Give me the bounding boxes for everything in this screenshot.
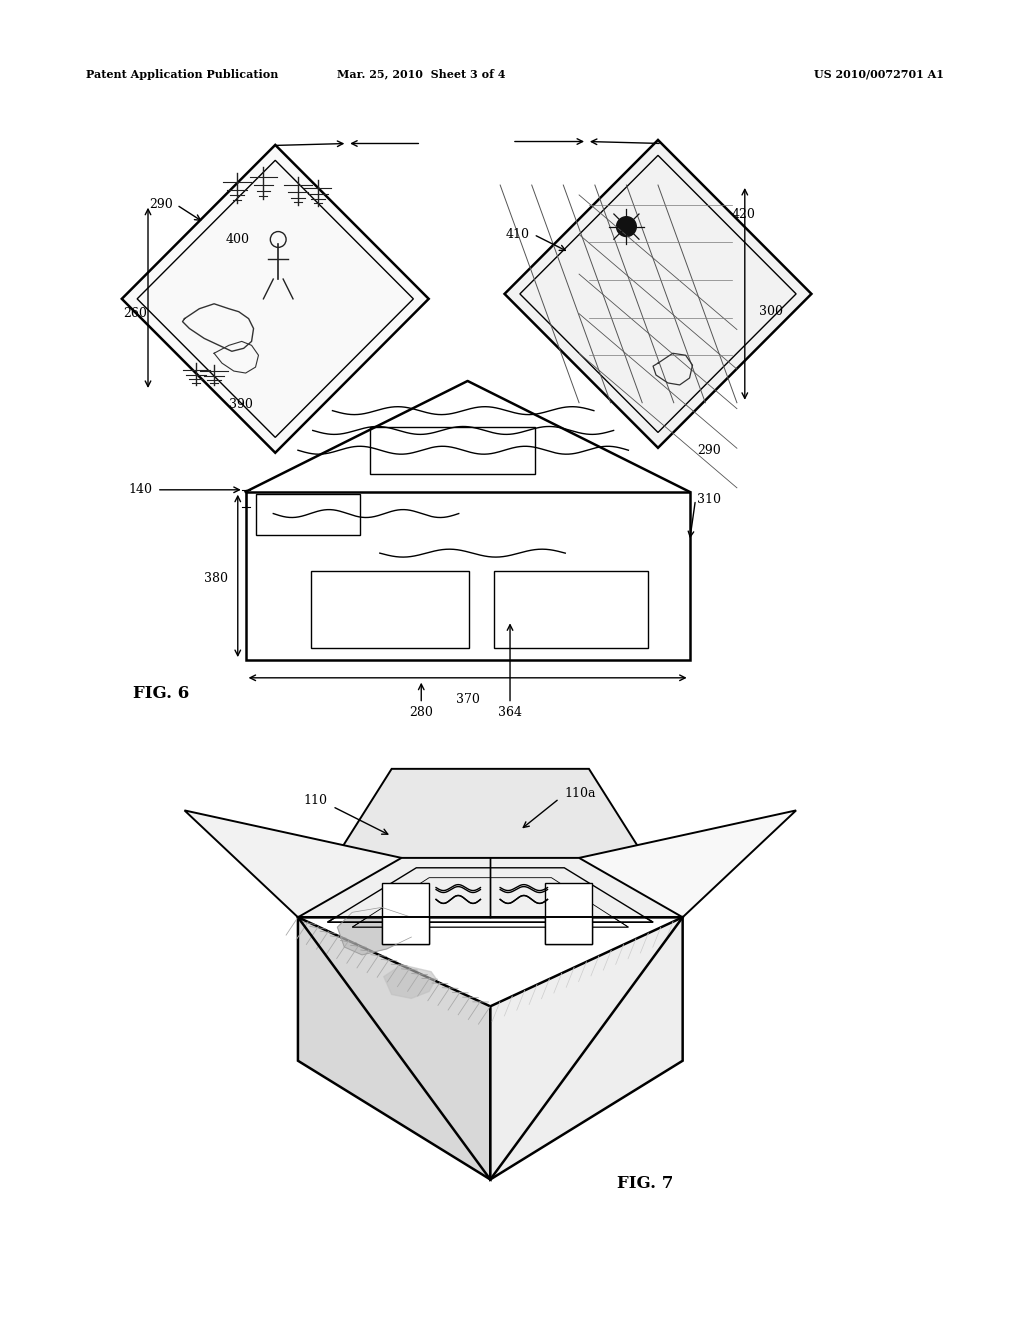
Polygon shape — [382, 883, 429, 944]
Polygon shape — [505, 140, 811, 447]
Polygon shape — [490, 810, 796, 917]
Text: FIG. 6: FIG. 6 — [133, 685, 189, 702]
Polygon shape — [545, 883, 592, 944]
Polygon shape — [184, 810, 490, 917]
Text: 364: 364 — [498, 705, 522, 718]
Text: 260: 260 — [123, 308, 147, 321]
Text: 420: 420 — [732, 209, 756, 222]
Polygon shape — [545, 883, 592, 944]
Polygon shape — [298, 858, 683, 917]
Text: 400: 400 — [226, 232, 250, 246]
Text: 370: 370 — [456, 693, 479, 706]
Text: 410: 410 — [506, 228, 529, 242]
Text: 280: 280 — [410, 705, 433, 718]
Text: 290: 290 — [148, 198, 173, 211]
Text: FIG. 7: FIG. 7 — [616, 1175, 673, 1192]
Polygon shape — [337, 907, 412, 954]
Text: 140: 140 — [129, 483, 153, 496]
Polygon shape — [382, 883, 429, 944]
Polygon shape — [490, 917, 683, 1180]
Text: Patent Application Publication: Patent Application Publication — [86, 69, 279, 79]
Polygon shape — [122, 145, 429, 453]
Polygon shape — [298, 768, 683, 917]
Circle shape — [616, 216, 636, 236]
Text: Mar. 25, 2010  Sheet 3 of 4: Mar. 25, 2010 Sheet 3 of 4 — [337, 69, 506, 79]
Text: 290: 290 — [697, 444, 721, 457]
Text: 300: 300 — [759, 305, 782, 318]
Text: US 2010/0072701 A1: US 2010/0072701 A1 — [814, 69, 944, 79]
Text: 110: 110 — [303, 795, 328, 807]
Polygon shape — [298, 917, 490, 1180]
Text: 110a: 110a — [564, 787, 596, 800]
Text: 310: 310 — [697, 494, 722, 506]
Text: 390: 390 — [229, 399, 253, 412]
Polygon shape — [298, 858, 683, 917]
Polygon shape — [384, 965, 436, 998]
Text: 380: 380 — [204, 573, 228, 585]
